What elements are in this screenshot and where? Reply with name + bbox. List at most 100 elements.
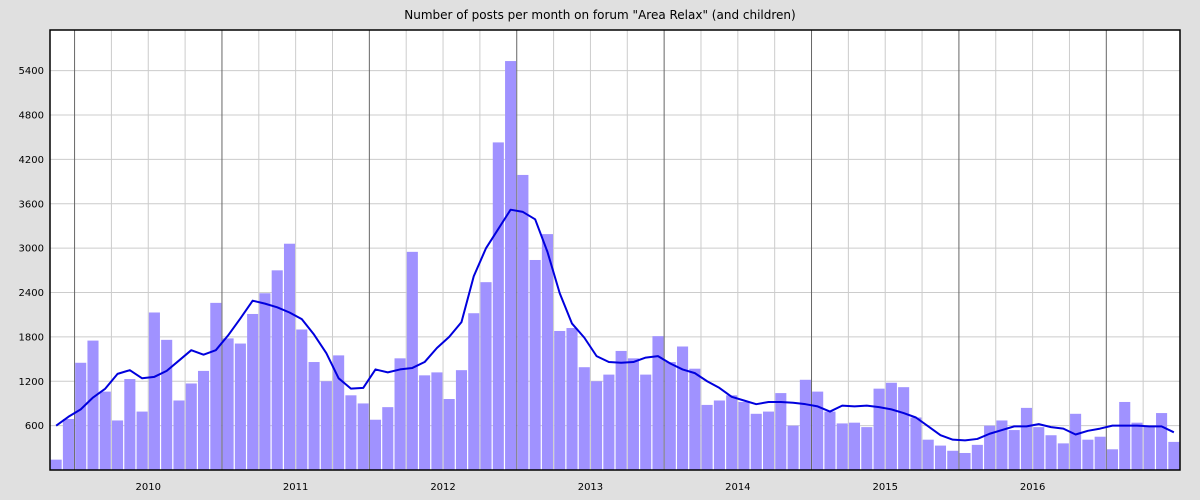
bar	[566, 328, 578, 470]
bar	[333, 355, 345, 470]
bar	[1070, 413, 1082, 470]
bar	[62, 418, 74, 470]
y-tick-label: 4800	[19, 111, 44, 122]
bar	[689, 368, 701, 470]
bar	[296, 329, 308, 470]
bar	[910, 417, 922, 470]
bar	[971, 444, 983, 470]
bar	[750, 413, 762, 470]
bar	[124, 379, 136, 470]
bar	[898, 387, 910, 470]
bar	[1045, 435, 1057, 470]
bar	[541, 234, 553, 470]
bar	[713, 400, 725, 470]
bar	[762, 411, 775, 470]
plot-border	[49, 29, 1181, 471]
bar	[1094, 436, 1106, 470]
x-tick-label: 2012	[430, 482, 455, 493]
bar	[505, 61, 517, 470]
bar	[738, 401, 750, 470]
bar	[517, 174, 529, 471]
bar	[1008, 430, 1020, 470]
x-tick-label: 2014	[725, 482, 750, 493]
bar	[603, 374, 615, 470]
x-tick-label: 2013	[578, 482, 603, 493]
bar	[50, 459, 62, 470]
bar	[247, 313, 259, 470]
bar	[468, 313, 480, 470]
bar	[812, 391, 824, 470]
bar	[394, 358, 406, 470]
x-tick-label: 2010	[136, 482, 161, 493]
axes: 600 1200 1800 2400 3000 3600 4200 4800 5400 2010 2…	[19, 66, 1046, 493]
bar	[197, 370, 210, 470]
x-tick-label: 2015	[872, 482, 897, 493]
bar	[234, 343, 246, 470]
bar	[1143, 425, 1155, 470]
bar	[934, 445, 947, 470]
bar	[259, 293, 271, 470]
bar	[173, 400, 185, 470]
bar	[615, 350, 627, 470]
bar	[947, 450, 959, 470]
bar	[369, 419, 382, 470]
bar	[1020, 407, 1033, 470]
bar	[1168, 441, 1180, 470]
bar	[959, 452, 971, 470]
bar	[1106, 449, 1118, 470]
bar	[1057, 443, 1069, 470]
bar	[1082, 439, 1094, 470]
bar	[406, 251, 418, 470]
bar	[161, 339, 173, 470]
bar	[357, 403, 369, 470]
bar	[382, 407, 394, 470]
bar	[1131, 422, 1143, 470]
bar	[824, 411, 836, 470]
bars	[50, 61, 1180, 471]
bar	[345, 395, 357, 470]
bar	[578, 367, 590, 470]
bar	[148, 312, 160, 470]
bar	[848, 422, 861, 470]
bar	[799, 379, 811, 470]
bar	[664, 362, 676, 470]
bar	[554, 330, 566, 470]
bar	[984, 425, 996, 470]
bar	[112, 420, 124, 470]
bar	[1156, 413, 1168, 470]
bar	[75, 362, 87, 470]
bar	[787, 425, 799, 470]
y-tick-label: 2400	[19, 288, 44, 299]
bar	[455, 370, 468, 470]
x-tick-label: 2011	[283, 482, 308, 493]
bar	[283, 243, 296, 470]
bar	[443, 399, 455, 470]
bar	[677, 346, 689, 470]
bar	[419, 375, 431, 470]
bar	[99, 391, 111, 470]
y-tick-label: 1200	[19, 377, 44, 388]
bar	[627, 358, 639, 470]
y-tick-label: 1800	[19, 332, 44, 343]
bar	[640, 374, 652, 470]
bar	[701, 404, 713, 470]
bar	[308, 362, 320, 470]
bar	[922, 439, 934, 470]
trend-line-layer	[55, 208, 1175, 442]
bar	[480, 282, 492, 470]
grid	[50, 30, 1181, 470]
bar	[861, 427, 873, 470]
bar	[836, 423, 848, 470]
bar	[87, 340, 99, 470]
chart-title: Number of posts per month on forum "Area…	[404, 8, 796, 22]
y-tick-label: 4200	[19, 155, 44, 166]
y-tick-label: 5400	[19, 66, 44, 77]
y-tick-label: 600	[25, 421, 44, 432]
x-tick-label: 2016	[1020, 482, 1045, 493]
bar	[996, 420, 1008, 470]
bar	[529, 259, 541, 470]
bar	[185, 383, 197, 470]
bar	[1119, 401, 1131, 470]
trend-line	[55, 208, 1175, 442]
